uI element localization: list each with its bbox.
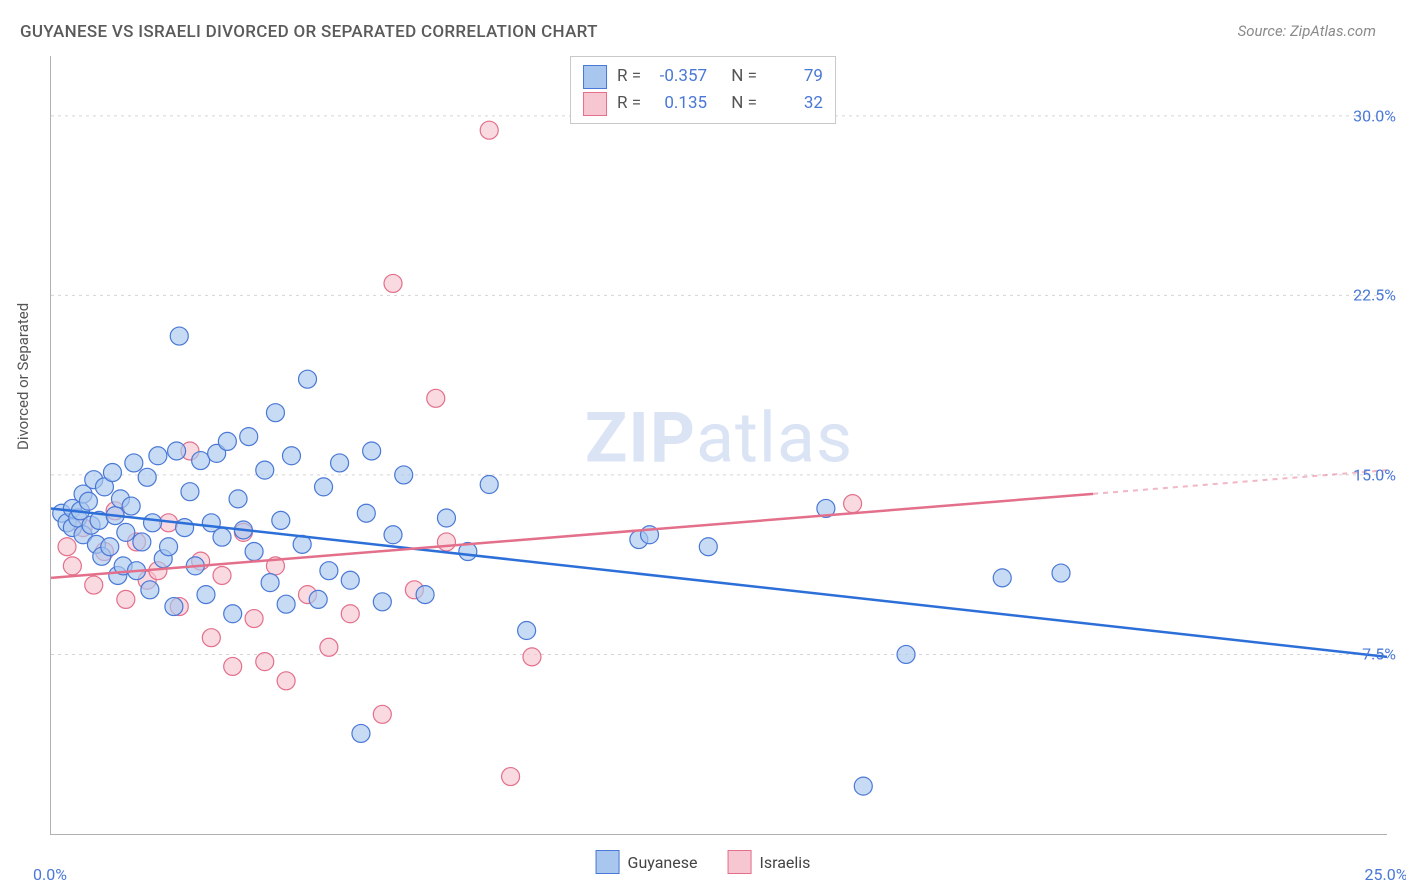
scatter-point: [101, 538, 119, 556]
scatter-point: [117, 523, 135, 541]
scatter-point: [437, 533, 455, 551]
scatter-plot: ZIPatlas: [50, 56, 1387, 835]
trend-line-israelis-extrapolated: [1093, 470, 1387, 494]
scatter-point: [122, 497, 140, 515]
scatter-point: [266, 404, 284, 422]
scatter-point: [373, 705, 391, 723]
scatter-point: [181, 483, 199, 501]
legend-row-israelis: R = 0.135 N = 32: [583, 90, 823, 117]
y-axis-label: Divorced or Separated: [14, 303, 32, 450]
legend-item-israelis: Israelis: [727, 850, 810, 874]
scatter-point: [320, 562, 338, 580]
swatch-blue: [583, 65, 607, 89]
scatter-point: [176, 519, 194, 537]
scatter-point: [58, 538, 76, 556]
scatter-point: [315, 478, 333, 496]
x-tick-label: 0.0%: [33, 865, 67, 884]
y-tick-label: 30.0%: [1353, 106, 1396, 125]
scatter-point: [897, 645, 915, 663]
scatter-point: [844, 495, 862, 513]
scatter-point: [384, 526, 402, 544]
scatter-point: [282, 447, 300, 465]
scatter-point: [229, 490, 247, 508]
y-tick-label: 15.0%: [1353, 465, 1396, 484]
scatter-point: [141, 581, 159, 599]
scatter-point: [277, 672, 295, 690]
scatter-point: [854, 777, 872, 795]
scatter-point: [63, 557, 81, 575]
scatter-point: [357, 504, 375, 522]
scatter-point: [352, 724, 370, 742]
scatter-point: [272, 511, 290, 529]
scatter-point: [518, 622, 536, 640]
scatter-point: [103, 464, 121, 482]
scatter-point: [261, 574, 279, 592]
scatter-point: [299, 370, 317, 388]
scatter-point: [144, 514, 162, 532]
scatter-point: [256, 653, 274, 671]
scatter-point: [384, 274, 402, 292]
scatter-point: [309, 590, 327, 608]
scatter-point: [245, 610, 263, 628]
scatter-point: [480, 121, 498, 139]
scatter-point: [117, 590, 135, 608]
scatter-point: [320, 638, 338, 656]
y-tick-label: 22.5%: [1353, 286, 1396, 305]
scatter-point: [437, 509, 455, 527]
scatter-point: [341, 571, 359, 589]
scatter-point: [213, 566, 231, 584]
scatter-point: [699, 538, 717, 556]
scatter-point: [341, 605, 359, 623]
x-tick-label: 25.0%: [1365, 865, 1406, 884]
series-legend: Guyanese Israelis: [596, 850, 811, 874]
scatter-point: [395, 466, 413, 484]
scatter-point: [256, 461, 274, 479]
scatter-point: [160, 538, 178, 556]
trend-line-guyanese: [51, 508, 1387, 656]
scatter-point: [165, 598, 183, 616]
plot-svg: [51, 56, 1387, 834]
scatter-point: [1052, 564, 1070, 582]
swatch-pink: [727, 850, 751, 874]
scatter-point: [373, 593, 391, 611]
scatter-point: [331, 454, 349, 472]
scatter-point: [224, 605, 242, 623]
scatter-point: [213, 528, 231, 546]
scatter-point: [502, 768, 520, 786]
correlation-legend: R = -0.357 N = 79 R = 0.135 N = 32: [570, 56, 836, 124]
scatter-point: [224, 657, 242, 675]
scatter-point: [133, 533, 151, 551]
scatter-point: [218, 432, 236, 450]
swatch-blue: [596, 850, 620, 874]
scatter-point: [480, 475, 498, 493]
scatter-point: [523, 648, 541, 666]
y-tick-label: 7.5%: [1362, 645, 1396, 664]
scatter-point: [416, 586, 434, 604]
scatter-point: [993, 569, 1011, 587]
swatch-pink: [583, 92, 607, 116]
scatter-point: [240, 428, 258, 446]
scatter-point: [149, 447, 167, 465]
scatter-point: [192, 452, 210, 470]
source-attribution: Source: ZipAtlas.com: [1238, 22, 1376, 40]
legend-row-guyanese: R = -0.357 N = 79: [583, 63, 823, 90]
scatter-point: [125, 454, 143, 472]
scatter-point: [277, 595, 295, 613]
scatter-point: [168, 442, 186, 460]
scatter-point: [202, 629, 220, 647]
scatter-point: [197, 586, 215, 604]
scatter-point: [79, 492, 97, 510]
scatter-point: [138, 468, 156, 486]
legend-item-guyanese: Guyanese: [596, 850, 698, 874]
scatter-point: [363, 442, 381, 460]
chart-title: GUYANESE VS ISRAELI DIVORCED OR SEPARATE…: [20, 22, 598, 42]
scatter-point: [170, 327, 188, 345]
scatter-point: [85, 576, 103, 594]
scatter-point: [245, 543, 263, 561]
scatter-point: [427, 389, 445, 407]
